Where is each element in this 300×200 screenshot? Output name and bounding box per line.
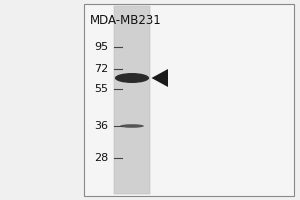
Text: 55: 55 [94, 84, 108, 94]
Bar [114, 6, 150, 194]
Text: 95: 95 [94, 42, 108, 52]
Polygon shape [152, 69, 168, 87]
Bar [84, 4, 294, 196]
Ellipse shape [120, 124, 144, 128]
Text: 36: 36 [94, 121, 108, 131]
Text: MDA-MB231: MDA-MB231 [90, 14, 162, 27]
Ellipse shape [115, 73, 149, 83]
Text: 72: 72 [94, 64, 108, 74]
Text: 28: 28 [94, 153, 108, 163]
